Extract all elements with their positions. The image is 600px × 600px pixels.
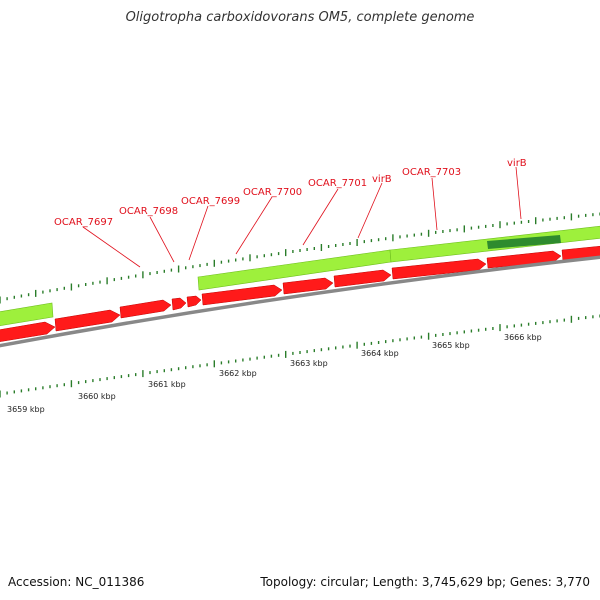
topology-summary: Topology: circular; Length: 3,745,629 bp… (260, 575, 590, 589)
scale-label-3659: 3659 kbp (7, 405, 45, 414)
reverse-gene-6[interactable] (201, 284, 283, 306)
genome-backbone (0, 255, 600, 348)
leader-ocar-7699 (188, 205, 209, 261)
reverse-gene-7[interactable] (282, 277, 334, 295)
gene-label-ocar-7703[interactable]: OCAR_7703 (402, 167, 461, 178)
reverse-gene-2[interactable] (54, 309, 121, 332)
leader-ocar-7700 (235, 196, 273, 255)
accession-text: Accession: NC_011386 (8, 575, 145, 589)
scale-tick-row (0, 314, 600, 398)
scale-label-3663: 3663 kbp (290, 359, 328, 368)
gene-label-ocar-7701[interactable]: OCAR_7701 (308, 178, 367, 189)
reverse-gene-5[interactable] (186, 295, 202, 308)
gene-label-ocar-7698[interactable]: OCAR_7698 (119, 206, 178, 217)
leader-virb-1 (357, 182, 383, 239)
reverse-gene-9[interactable] (391, 258, 487, 280)
scale-label-3661: 3661 kbp (148, 380, 186, 389)
scale-labels: 3659 kbp 3660 kbp 3661 kbp 3662 kbp 3663… (7, 333, 542, 414)
reverse-gene-1[interactable] (0, 321, 56, 342)
leader-ocar-7697 (82, 226, 141, 268)
gene-label-ocar-7697[interactable]: OCAR_7697 (54, 217, 113, 228)
gene-label-virb-1[interactable]: virB (372, 174, 392, 185)
map-title: Oligotropha carboxidovorans OM5, complet… (125, 10, 475, 25)
gene-label-ocar-7699[interactable]: OCAR_7699 (181, 196, 240, 207)
forward-gene-virb-dark[interactable] (487, 235, 561, 249)
gene-label-ocar-7700[interactable]: OCAR_7700 (243, 187, 302, 198)
scale-label-3665: 3665 kbp (432, 341, 470, 350)
scale-label-3662: 3662 kbp (219, 369, 257, 378)
leader-ocar-7701 (302, 188, 339, 246)
reverse-gene-10[interactable] (486, 250, 562, 269)
reverse-gene-3[interactable] (119, 299, 172, 319)
gene-labels: OCAR_7697 OCAR_7698 OCAR_7699 OCAR_7700 … (54, 158, 527, 268)
reverse-gene-8[interactable] (333, 269, 392, 288)
leader-virb-2 (515, 166, 522, 220)
reverse-gene-4[interactable] (171, 297, 187, 311)
outer-tick-row (0, 212, 600, 304)
leader-ocar-7703 (431, 177, 438, 231)
gene-label-virb-2[interactable]: virB (507, 158, 527, 169)
scale-label-3664: 3664 kbp (361, 349, 399, 358)
forward-strand-track (0, 225, 600, 326)
reverse-strand-track (0, 245, 600, 342)
leader-ocar-7698 (149, 216, 175, 263)
forward-gene-left[interactable] (0, 302, 54, 326)
scale-label-3660: 3660 kbp (78, 392, 116, 401)
scale-label-3666: 3666 kbp (504, 333, 542, 342)
